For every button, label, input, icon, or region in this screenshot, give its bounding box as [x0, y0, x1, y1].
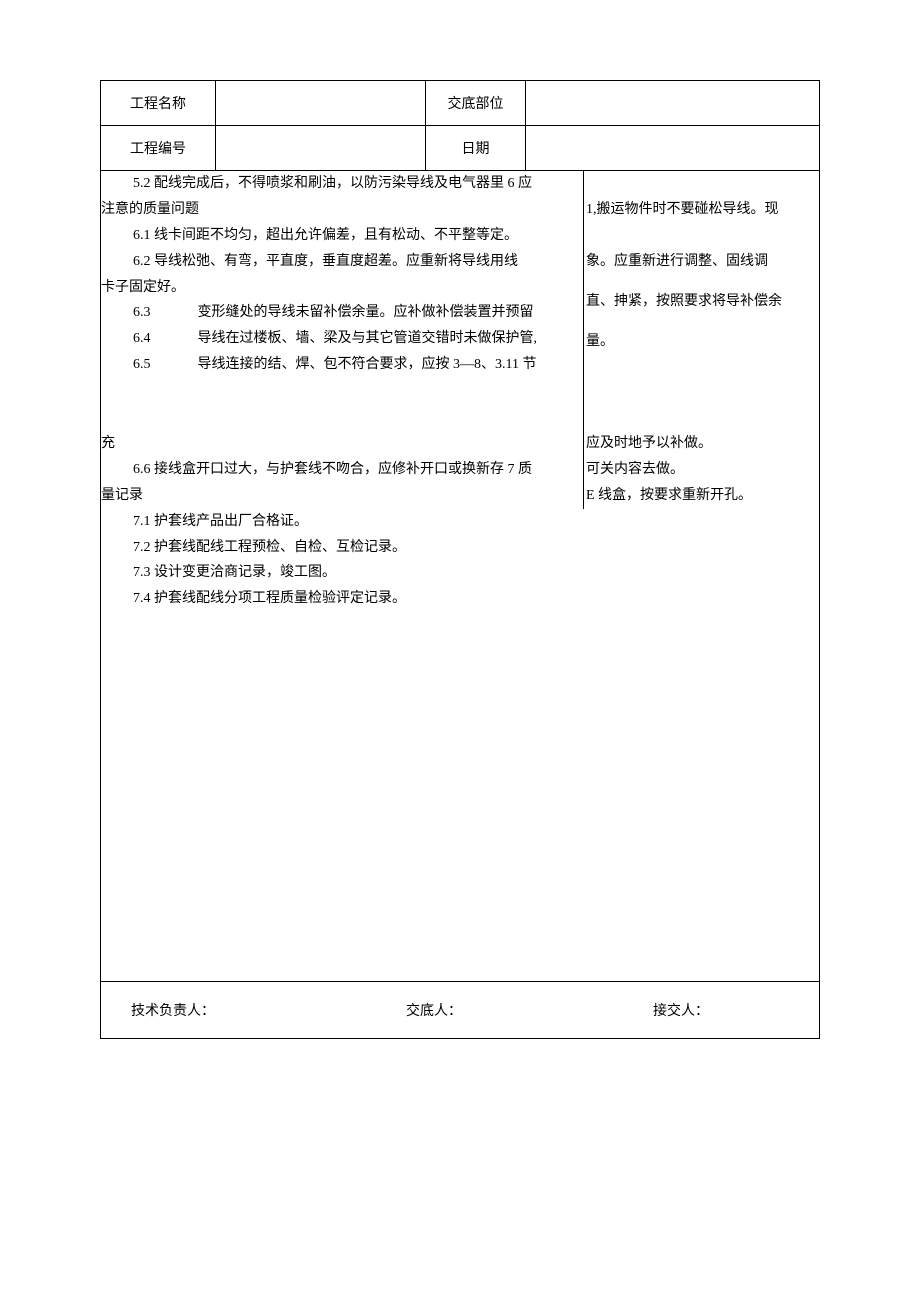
department-value: [526, 81, 820, 126]
project-name-label: 工程名称: [101, 81, 216, 126]
content-cell: 5.2 配线完成后，不得喷浆和刷油，以防污染导线及电气器里 6 应 注意的质量问…: [101, 171, 820, 982]
footer-cell: 技术负责人： 交底人： 接交人：: [101, 982, 820, 1039]
right-line-3: 直、抻紧，按照要求将导补偿余: [586, 289, 802, 315]
line-6-1: 6.1 线卡间距不均匀，超出允许偏差，且有松动、不平整等定。: [101, 223, 583, 249]
line-6-3-text: 变形缝处的导线未留补偿余量。应补做补偿装置并预留: [198, 305, 534, 320]
project-number-label: 工程编号: [101, 126, 216, 171]
right-line-1: 1,搬运物件时不要碰松导线。现: [586, 197, 802, 223]
content-left-column: 5.2 配线完成后，不得喷浆和刷油，以防污染导线及电气器里 6 应 注意的质量问…: [101, 171, 584, 431]
line-clip-fix: 卡子固定好。: [101, 275, 583, 301]
header-row-1: 工程名称 交底部位: [101, 81, 820, 126]
line-6-2: 6.2 导线松弛、有弯，平直度，垂直度超差。应重新将导线用线: [101, 249, 583, 275]
deliverer-label: 交底人：: [406, 1000, 462, 1020]
line-7-1: 7.1 护套线产品出厂合格证。: [101, 509, 819, 535]
line-6-4-text: 导线在过楼板、墙、梁及与其它管道交错时未做保护管,: [198, 331, 538, 346]
footer-row: 技术负责人： 交底人： 接交人：: [101, 982, 820, 1039]
line-6-5-text: 导线连接的结、焊、包不符合要求，应按 3—8、3.11 节: [198, 357, 537, 372]
right-line-5: 应及时地予以补做。: [584, 431, 802, 457]
line-6-4-num: 6.4: [133, 331, 151, 346]
line-5-2: 5.2 配线完成后，不得喷浆和刷油，以防污染导线及电气器里 6 应: [101, 171, 583, 197]
line-6-3: 6.3 变形缝处的导线未留补偿余量。应补做补偿装置并预留: [101, 300, 583, 326]
line-6-5: 6.5 导线连接的结、焊、包不符合要求，应按 3—8、3.11 节: [101, 352, 583, 378]
department-label: 交底部位: [426, 81, 526, 126]
line-6-6: 6.6 接线盒开口过大，与护套线不吻合，应修补开口或换新存 7 质: [101, 457, 584, 483]
tech-lead-label: 技术负责人：: [131, 1000, 215, 1020]
project-name-value: [216, 81, 426, 126]
line-7-3: 7.3 设计变更洽商记录，竣工图。: [101, 560, 819, 586]
date-label: 日期: [426, 126, 526, 171]
right-line-6: 可关内容去做。: [584, 457, 802, 483]
line-6-5-num: 6.5: [133, 357, 151, 372]
line-notice: 注意的质量问题: [101, 197, 583, 223]
content-row: 5.2 配线完成后，不得喷浆和刷油，以防污染导线及电气器里 6 应 注意的质量问…: [101, 171, 820, 982]
document-table: 工程名称 交底部位 工程编号 日期 5.2 配线完成后，不得喷浆和刷油，以防污染…: [100, 80, 820, 1039]
line-supplement: 充: [101, 431, 584, 457]
content-right-column: 1,搬运物件时不要碰松导线。现 象。应重新进行调整、固线调 直、抻紧，按照要求将…: [584, 171, 802, 355]
right-line-4: 量。: [586, 329, 802, 355]
date-value: [526, 126, 820, 171]
receiver-label: 接交人：: [653, 1000, 789, 1020]
line-quantity-record: 量记录: [101, 483, 584, 509]
project-number-value: [216, 126, 426, 171]
line-7-4: 7.4 护套线配线分项工程质量检验评定记录。: [101, 586, 819, 612]
right-line-7: E 线盒，按要求重新开孔。: [584, 483, 802, 509]
right-line-2: 象。应重新进行调整、固线调: [586, 249, 802, 275]
header-row-2: 工程编号 日期: [101, 126, 820, 171]
line-6-3-num: 6.3: [133, 305, 151, 320]
line-6-4: 6.4 导线在过楼板、墙、梁及与其它管道交错时未做保护管,: [101, 326, 583, 352]
line-7-2: 7.2 护套线配线工程预检、自检、互检记录。: [101, 535, 819, 561]
